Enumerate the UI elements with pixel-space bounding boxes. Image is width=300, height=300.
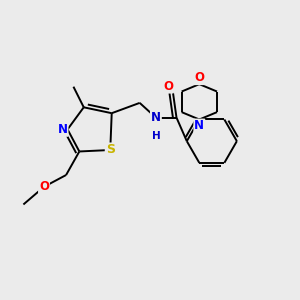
Text: S: S (106, 143, 115, 157)
Text: H: H (152, 131, 160, 141)
Text: N: N (151, 111, 161, 124)
Text: N: N (194, 119, 204, 133)
Text: O: O (163, 80, 173, 93)
Text: O: O (194, 71, 204, 84)
Text: N: N (58, 123, 68, 136)
Text: O: O (39, 180, 49, 193)
